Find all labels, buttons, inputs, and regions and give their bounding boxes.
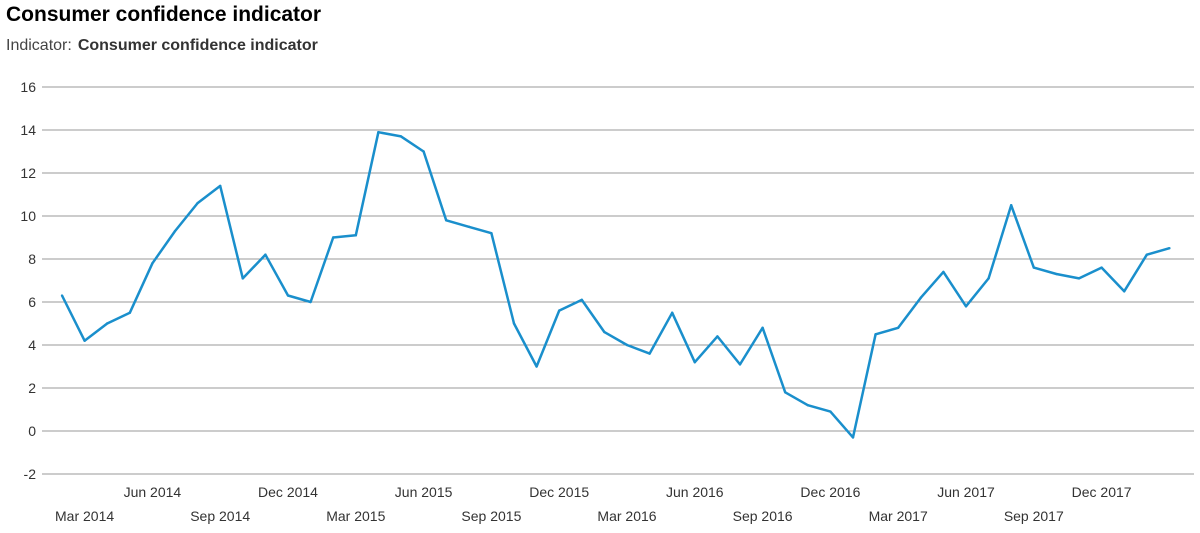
data-point xyxy=(693,361,696,364)
data-point xyxy=(1145,253,1149,256)
data-point xyxy=(309,300,312,304)
data-point xyxy=(377,130,380,134)
data-point xyxy=(580,298,583,302)
data-point xyxy=(942,270,945,274)
x-tick-label: Mar 2015 xyxy=(326,508,385,524)
data-point xyxy=(286,294,290,297)
data-point xyxy=(603,330,606,334)
data-point xyxy=(83,339,86,342)
data-point xyxy=(671,311,674,314)
y-tick-label: 0 xyxy=(28,423,36,439)
gridlines xyxy=(42,86,1194,475)
data-point xyxy=(399,135,403,138)
y-tick-label: -2 xyxy=(24,466,37,482)
data-point xyxy=(106,322,109,325)
data-point xyxy=(354,234,357,237)
x-tick-label: Jun 2017 xyxy=(937,484,995,500)
data-point xyxy=(467,225,470,228)
data-point xyxy=(806,404,809,407)
data-point xyxy=(919,296,922,299)
x-tick-label: Mar 2014 xyxy=(55,508,114,524)
data-point xyxy=(535,365,538,368)
indicator-subtitle: Indicator: Consumer confidence indicator xyxy=(6,37,318,55)
y-tick-label: 16 xyxy=(20,79,36,95)
data-point xyxy=(1100,266,1103,269)
y-tick-label: 2 xyxy=(28,380,36,396)
y-tick-label: 14 xyxy=(20,122,36,138)
data-point xyxy=(241,277,244,280)
data-point xyxy=(128,311,131,314)
data-point xyxy=(648,352,651,355)
x-tick-label: Dec 2015 xyxy=(529,484,589,500)
x-tick-label: Mar 2016 xyxy=(597,508,656,524)
data-point xyxy=(1032,266,1036,269)
data-point xyxy=(964,305,968,308)
data-point xyxy=(512,322,516,325)
x-tick-label: Jun 2016 xyxy=(666,484,724,500)
data-point xyxy=(738,363,742,366)
data-point xyxy=(874,333,877,336)
y-tick-label: 12 xyxy=(20,165,36,181)
data-point xyxy=(490,232,493,235)
data-point xyxy=(422,150,425,153)
series-line xyxy=(60,130,1170,439)
x-tick-label: Dec 2017 xyxy=(1072,484,1132,500)
data-point xyxy=(897,326,900,329)
data-point xyxy=(173,229,177,233)
data-point xyxy=(1123,290,1126,293)
data-point xyxy=(1010,204,1013,207)
data-point xyxy=(784,391,787,394)
data-point xyxy=(332,236,335,239)
x-tick-label: Sep 2017 xyxy=(1004,508,1064,524)
data-point xyxy=(1168,247,1171,250)
x-tick-label: Dec 2014 xyxy=(258,484,318,500)
data-point xyxy=(1077,277,1081,280)
data-point xyxy=(987,277,990,280)
data-point xyxy=(716,335,719,338)
x-tick-label: Jun 2014 xyxy=(124,484,182,500)
x-tick-label: Sep 2016 xyxy=(733,508,793,524)
x-tick-label: Sep 2014 xyxy=(190,508,250,524)
x-tick-label: Sep 2015 xyxy=(461,508,521,524)
y-tick-label: 10 xyxy=(20,208,36,224)
x-tick-label: Jun 2015 xyxy=(395,484,453,500)
data-point xyxy=(445,219,448,222)
chart-title: Consumer confidence indicator xyxy=(6,3,322,26)
data-point xyxy=(196,201,199,205)
data-point xyxy=(625,343,629,347)
data-point xyxy=(851,436,855,439)
y-tick-label: 4 xyxy=(28,337,36,353)
indicator-label: Indicator: xyxy=(6,37,72,54)
y-axis-ticks: -2 0 2 4 6 8 10 12 14 16 xyxy=(20,79,36,482)
data-point xyxy=(1055,272,1058,276)
x-axis-ticks: Mar 2014 Jun 2014 Sep 2014 Dec 2014 Mar 2015… xyxy=(55,484,1132,524)
x-tick-label: Dec 2016 xyxy=(800,484,860,500)
y-tick-label: 6 xyxy=(28,294,36,310)
data-point xyxy=(558,309,561,312)
data-point xyxy=(761,326,764,329)
data-point xyxy=(151,262,154,265)
indicator-value: Consumer confidence indicator xyxy=(77,37,318,54)
series-layer xyxy=(60,130,1171,439)
data-point xyxy=(219,184,222,188)
data-point xyxy=(264,253,267,256)
y-tick-label: 8 xyxy=(28,251,36,267)
data-point xyxy=(829,410,832,413)
data-point xyxy=(60,294,64,297)
x-tick-label: Mar 2017 xyxy=(869,508,928,524)
